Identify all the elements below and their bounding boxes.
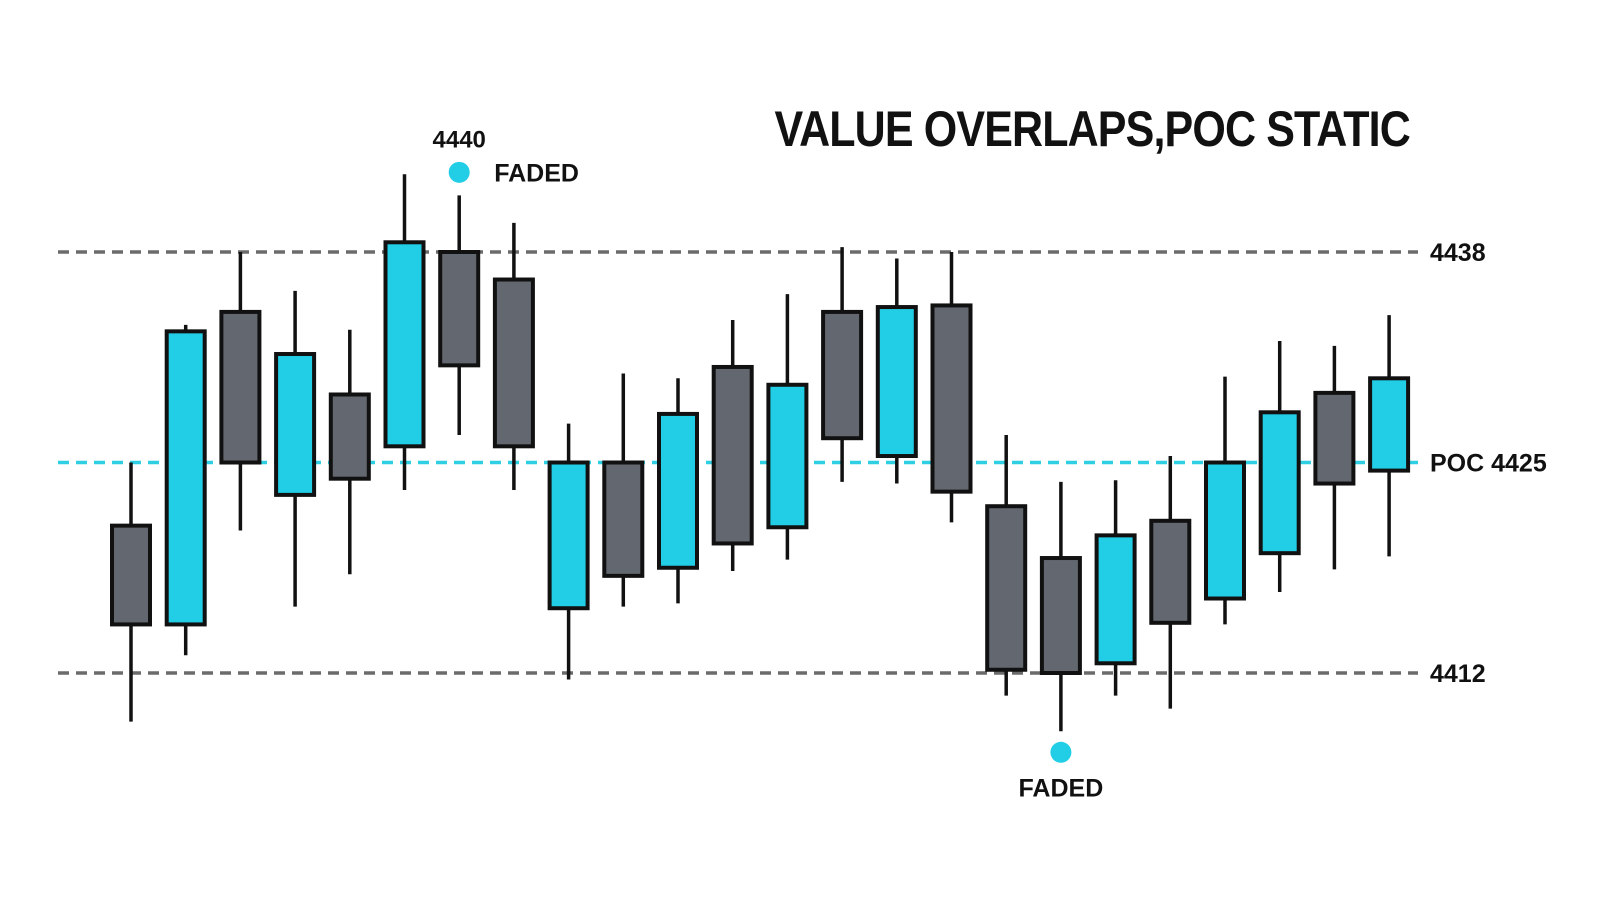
- candle-body: [875, 305, 918, 459]
- candle: [985, 434, 1028, 696]
- bottom-faded-marker: [1050, 741, 1072, 763]
- top-faded-label: FADED: [494, 159, 579, 187]
- candle: [110, 462, 152, 722]
- labels-layer: 4438 POC 4425 4412 4440 FADED FADED: [433, 126, 1547, 802]
- candle-body: [438, 250, 481, 368]
- candle-body: [930, 303, 973, 494]
- candle-body: [110, 523, 152, 627]
- candle-body: [492, 277, 535, 449]
- candle: [821, 247, 864, 482]
- candle-body: [711, 364, 754, 546]
- candle-body: [602, 460, 645, 578]
- candle-body: [274, 352, 317, 497]
- candle-body: [1039, 556, 1082, 675]
- candle-body: [328, 392, 371, 481]
- candle-body: [766, 382, 809, 530]
- candle: [328, 329, 371, 575]
- candle: [766, 294, 809, 560]
- candle: [547, 423, 590, 680]
- candle-body: [821, 309, 864, 441]
- candle-body: [383, 240, 426, 449]
- bottom-faded-label: FADED: [1019, 774, 1104, 802]
- candle-body: [219, 309, 262, 465]
- candle-body: [1313, 390, 1356, 486]
- top-price-label: 4440: [433, 126, 486, 153]
- candle-body: [985, 504, 1028, 672]
- candle: [711, 320, 754, 571]
- candle: [1039, 481, 1082, 732]
- value-area-low-label: 4412: [1430, 660, 1486, 688]
- candle: [1258, 341, 1301, 593]
- candle-body: [547, 460, 590, 611]
- candle: [1368, 315, 1411, 557]
- candle: [438, 195, 481, 435]
- candle: [875, 258, 918, 484]
- candle-body: [1368, 376, 1411, 473]
- candle: [383, 174, 426, 491]
- value-area-high-label: 4438: [1430, 239, 1486, 267]
- candle: [492, 222, 535, 491]
- candle: [1094, 480, 1137, 696]
- candle-body: [1094, 533, 1137, 666]
- candles-layer: [110, 174, 1411, 732]
- candle: [602, 373, 645, 607]
- candle: [1313, 345, 1356, 570]
- candle-body: [164, 329, 207, 627]
- candle: [1149, 456, 1192, 709]
- candle: [219, 252, 262, 531]
- candle: [164, 324, 207, 656]
- chart-title: VALUE OVERLAPS,POC STATIC: [774, 101, 1411, 157]
- candle: [657, 378, 699, 604]
- candle: [930, 252, 973, 523]
- candle-body: [657, 411, 699, 570]
- candle: [274, 290, 317, 607]
- candle-body: [1258, 410, 1301, 556]
- candle-body: [1204, 460, 1246, 601]
- candle: [1204, 376, 1246, 625]
- top-faded-marker: [448, 161, 470, 183]
- candle-body: [1149, 518, 1192, 625]
- poc-label: POC 4425: [1430, 450, 1547, 478]
